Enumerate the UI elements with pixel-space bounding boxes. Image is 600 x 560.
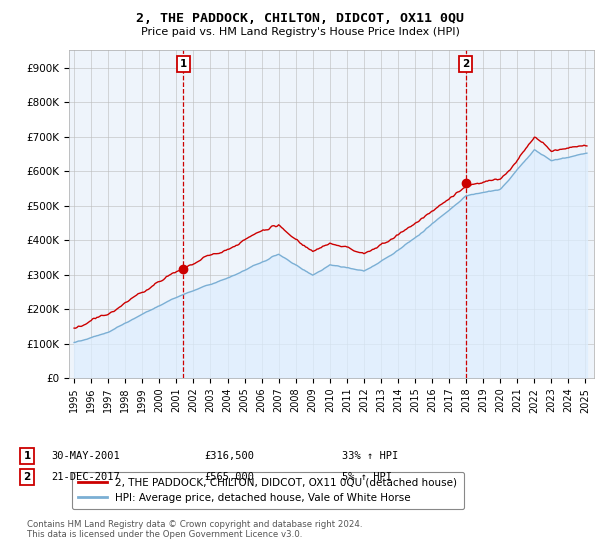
Text: 30-MAY-2001: 30-MAY-2001 <box>51 451 120 461</box>
Legend: 2, THE PADDOCK, CHILTON, DIDCOT, OX11 0QU (detached house), HPI: Average price, : 2, THE PADDOCK, CHILTON, DIDCOT, OX11 0Q… <box>71 472 464 510</box>
Text: Price paid vs. HM Land Registry's House Price Index (HPI): Price paid vs. HM Land Registry's House … <box>140 27 460 37</box>
Text: Contains HM Land Registry data © Crown copyright and database right 2024.
This d: Contains HM Land Registry data © Crown c… <box>27 520 362 539</box>
Text: 21-DEC-2017: 21-DEC-2017 <box>51 472 120 482</box>
Text: 33% ↑ HPI: 33% ↑ HPI <box>342 451 398 461</box>
Text: 5% ↑ HPI: 5% ↑ HPI <box>342 472 392 482</box>
Text: 2: 2 <box>462 59 469 68</box>
Text: 1: 1 <box>180 59 187 68</box>
Text: £565,000: £565,000 <box>204 472 254 482</box>
Text: £316,500: £316,500 <box>204 451 254 461</box>
Text: 2: 2 <box>23 472 31 482</box>
Text: 1: 1 <box>23 451 31 461</box>
Text: 2, THE PADDOCK, CHILTON, DIDCOT, OX11 0QU: 2, THE PADDOCK, CHILTON, DIDCOT, OX11 0Q… <box>136 12 464 25</box>
